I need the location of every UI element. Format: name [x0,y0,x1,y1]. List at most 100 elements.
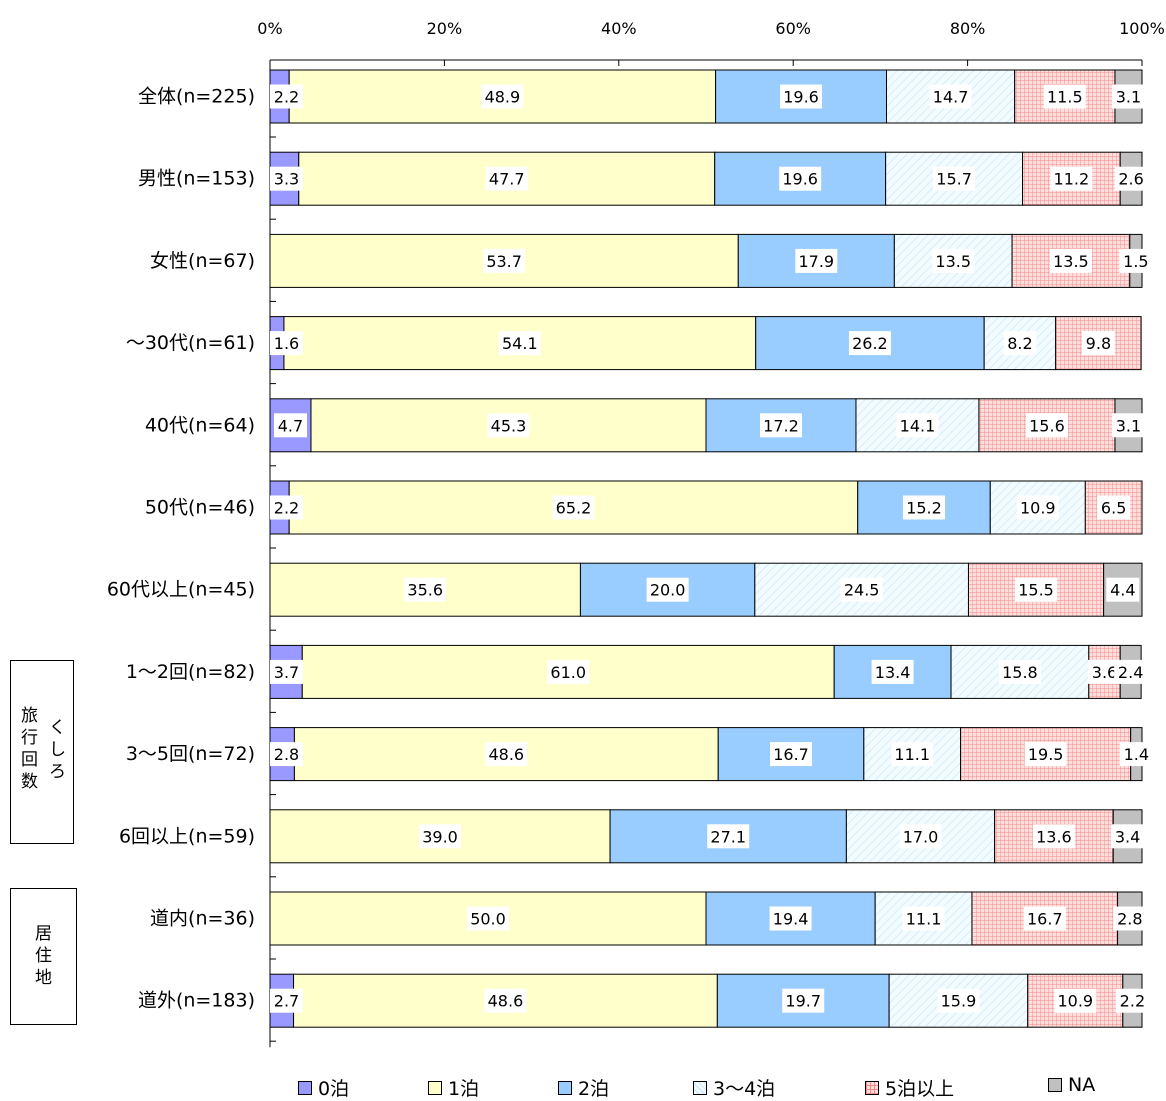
group-label-char: 居 [35,924,52,944]
data-label-bg [270,166,303,191]
data-label-bg [1113,906,1147,931]
data-label-bg [1015,577,1058,602]
data-label: 35.6 [407,581,443,600]
data-label: 19.7 [785,992,821,1011]
data-label-bg [481,84,524,109]
data-label: 4.4 [1110,581,1135,600]
data-label-bg [547,659,590,684]
legend-swatch [558,1080,572,1095]
x-tick-label: 20% [427,19,463,38]
data-label-bg [769,906,812,931]
data-label: 3.4 [1115,827,1140,846]
data-label-bg [1032,824,1075,849]
data-label-bg [270,659,303,684]
data-label: 2.8 [274,745,299,764]
data-label: 17.2 [763,416,799,435]
group-label-residence: 居住地 [35,923,52,989]
category-label: 6回以上(n=59) [119,825,255,847]
category-label: 道内(n=36) [150,908,255,930]
data-label: 19.4 [773,910,809,929]
data-label-bg [795,248,838,273]
data-label: 13.4 [875,663,911,682]
data-label-bg [899,824,942,849]
data-label: 10.9 [1020,499,1056,518]
data-label-bg [896,413,939,438]
data-label-bg [1114,166,1148,191]
x-tick-label: 0% [257,19,282,38]
data-label-bg [1043,84,1086,109]
data-label-bg [1023,906,1066,931]
data-label: 16.7 [773,745,809,764]
data-label: 17.0 [903,827,939,846]
category-label: 道外(n=183) [138,990,255,1012]
data-label-bg [485,166,528,191]
data-label-bg [467,906,509,931]
data-label: 45.3 [491,416,527,435]
legend-label: 1泊 [448,1078,480,1100]
legend-swatch [428,1080,442,1095]
data-label-bg [937,988,980,1013]
data-label-bg [1024,742,1067,767]
legend-label: NA [1068,1074,1096,1096]
data-label: 4.7 [278,416,303,435]
data-label: 26.2 [852,334,888,353]
data-label: 14.1 [900,416,936,435]
data-label-bg [779,166,822,191]
data-label-bg [1081,331,1115,356]
category-label: 40代(n=64) [145,414,255,436]
data-label: 3.3 [274,170,299,189]
data-label-bg [891,742,934,767]
data-label-bg [759,413,802,438]
data-label: 2.7 [274,992,299,1011]
group-box-travel-count: 旅行回数 くしろ [10,660,74,844]
group-label-char: 住 [35,946,52,966]
data-label-bg [270,988,303,1013]
data-label-bg [707,824,750,849]
x-tick-label: 80% [950,19,986,38]
data-label: 11.1 [906,910,942,929]
data-label: 2.4 [1118,663,1143,682]
data-label-bg [933,166,976,191]
group-label-char: 地 [35,968,52,988]
category-label: 男性(n=153) [138,168,255,190]
data-label: 3.6 [1092,663,1117,682]
group-label-char: 旅 [21,706,38,726]
data-label: 39.0 [422,827,458,846]
legend-swatch [1048,1078,1062,1092]
data-label-bg [1111,413,1145,438]
data-label: 3.7 [274,663,299,682]
group-box-residence: 居住地 [10,888,77,1025]
group-label-travel-count: 旅行回数 [21,705,38,793]
data-label: 19.5 [1028,745,1064,764]
data-label-bg [782,988,825,1013]
data-label-bg [1049,248,1092,273]
data-label-bg [1016,495,1059,520]
category-label: 1～2回(n=82) [126,661,255,683]
data-label: 15.5 [1018,581,1054,600]
data-label-bg [498,331,541,356]
data-label-bg [273,413,307,438]
bar-series [269,69,1143,1028]
data-label: 9.8 [1086,334,1111,353]
data-label-bg [1119,248,1153,273]
data-label-bg [270,742,303,767]
data-label-bg [1025,413,1068,438]
legend-label: 2泊 [578,1078,610,1100]
x-axis-ticks: 0% 20% 40% 60% 80% 100% [257,19,1165,1048]
legend-item-3-4泊: 3～4泊 [693,1074,775,1101]
legend-swatch [693,1080,707,1095]
group-label-char: ろ [49,762,66,782]
legend-label: 3～4泊 [713,1078,776,1100]
data-label: 13.6 [1036,827,1072,846]
data-label-bg [1114,659,1148,684]
data-label: 19.6 [783,88,819,107]
data-label: 6.5 [1101,499,1126,518]
legend-item-0泊: 0泊 [298,1074,349,1101]
legend-item-5泊以上: 5泊以上 [865,1074,954,1101]
data-label: 13.5 [935,252,971,271]
data-label: 65.2 [556,499,592,518]
data-label-bg [840,577,883,602]
data-label-bg [487,413,530,438]
data-label-bg [932,248,975,273]
group-label-char: し [49,740,66,760]
